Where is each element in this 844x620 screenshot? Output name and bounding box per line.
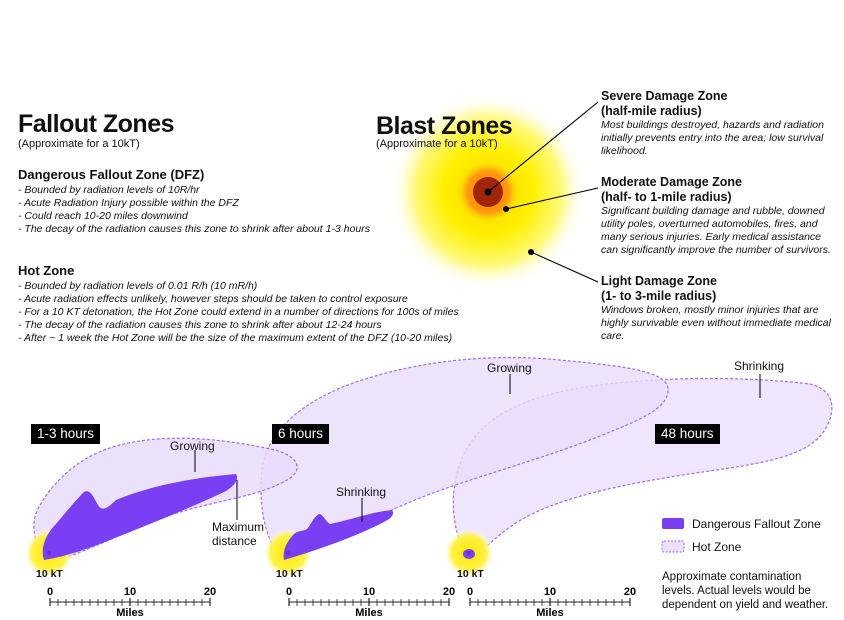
light-zone-radius: (1- to 3-mile radius) [601,289,717,303]
light-leader-line [530,251,599,283]
time-label-48-hours: 48 hours [655,424,720,444]
severe-zone-description: Severe Damage Zone (half-mile radius) Mo… [601,89,839,158]
severe-zone-text: Most buildings destroyed, hazards and ra… [601,119,824,157]
blast-subtitle: (Approximate for a 10kT) [376,138,498,150]
scale-bar-2: 0 10 20 Miles [286,586,455,619]
annotation-maximum: Maximum [212,520,264,534]
hot-zone-bullet: Bounded by radiation levels of 0.01 R/h … [18,280,498,293]
scale-tick-label: 0 [47,586,53,598]
yield-label: 10 kT [36,568,63,580]
severe-zone-radius: (half-mile radius) [601,104,702,118]
scale-tick-label: 10 [124,586,136,598]
scale-bar-3: 0 10 20 Miles [467,586,636,619]
hot-zone-bullet: After ~ 1 week the Hot Zone will be the … [18,332,498,345]
annotation-distance: distance [212,534,257,548]
yield-label: 10 kT [457,568,484,580]
scale-tick-label: 20 [204,586,216,598]
dfz-bullet: Acute Radiation Injury possible within t… [18,197,438,210]
annotation-growing: Growing [487,361,532,375]
ground-zero-point [285,550,291,556]
moderate-zone-description: Moderate Damage Zone (half- to 1-mile ra… [601,175,839,257]
annotation-shrinking: Shrinking [734,359,784,373]
scale-unit-label: Miles [116,607,144,619]
note-line: levels. Actual levels would be [662,585,811,597]
scale-tick-label: 10 [544,586,556,598]
ground-zero-point [46,550,52,556]
light-zone-description: Light Damage Zone (1- to 3-mile radius) … [601,274,839,343]
blast-title: Blast Zones [376,112,513,140]
annotation-growing: Growing [170,439,215,453]
scale-unit-label: Miles [536,607,564,619]
time-label-1-3-hours: 1-3 hours [31,424,101,444]
fallout-title: Fallout Zones [18,110,175,138]
scale-bar-1: 0 10 20 Miles [47,586,216,619]
dfz-bullet: Could reach 10-20 miles downwind [18,210,438,223]
hot-zone-bullet-list: Bounded by radiation levels of 0.01 R/h … [18,280,498,345]
light-zone-title: Light Damage Zone [601,274,717,288]
scale-unit-label: Miles [355,607,383,619]
legend-swatch-hot-zone [661,540,685,553]
moderate-zone-radius: (half- to 1-mile radius) [601,190,732,204]
dfz-bullet: Bounded by radiation levels of 10R/hr [18,184,438,197]
severe-leader-line [487,101,599,193]
dfz-bullet: The decay of the radiation causes this z… [18,223,438,236]
fallout-subtitle: (Approximate for a 10kT) [18,138,140,150]
annotation-shrinking: Shrinking [336,485,386,499]
moderate-zone-text: Significant building damage and rubble, … [601,205,831,256]
severe-zone-title: Severe Damage Zone [601,89,728,103]
note-line: Approximate contamination [662,571,801,583]
time-label-6-hours: 6 hours [272,424,330,444]
hot-zone-6h [260,356,669,563]
hot-zone-heading: Hot Zone [18,263,75,278]
hot-zone-bullet: For a 10 KT detonation, the Hot Zone cou… [18,306,498,319]
scale-tick-label: 20 [624,586,636,598]
ground-zero-point [466,550,472,556]
legend-label-dfz: Dangerous Fallout Zone [692,517,821,531]
dfz-bullet-list: Bounded by radiation levels of 10R/hr Ac… [18,184,438,236]
dfz-heading: Dangerous Fallout Zone (DFZ) [18,167,205,182]
legend-swatch-dfz [662,518,684,529]
scale-tick-label: 0 [467,586,473,598]
scale-tick-label: 10 [363,586,375,598]
hot-zone-bullet: The decay of the radiation causes this z… [18,319,498,332]
legend-label-hot-zone: Hot Zone [692,540,742,554]
scale-tick-label: 20 [443,586,455,598]
moderate-zone-title: Moderate Damage Zone [601,175,743,189]
moderate-leader-line [505,187,599,210]
light-zone-text: Windows broken, mostly minor injuries th… [601,304,831,342]
scale-tick-label: 0 [286,586,292,598]
dfz-6h [283,510,394,560]
yield-label: 10 kT [276,568,303,580]
hot-zone-bullet: Acute radiation effects unlikely, howeve… [18,293,498,306]
dfz-1-3h [42,474,238,560]
note-line: dependent on yield and weather. [662,599,828,611]
